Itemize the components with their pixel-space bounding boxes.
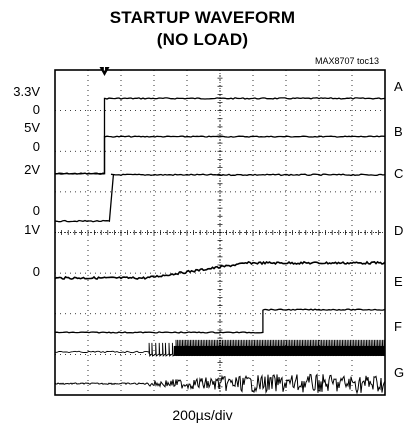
trigger-marker-label: T: [102, 64, 107, 73]
trace-e: [55, 309, 385, 333]
x-axis-label: 200µs/div: [0, 407, 405, 423]
trace-f-dense-band: [174, 346, 385, 356]
